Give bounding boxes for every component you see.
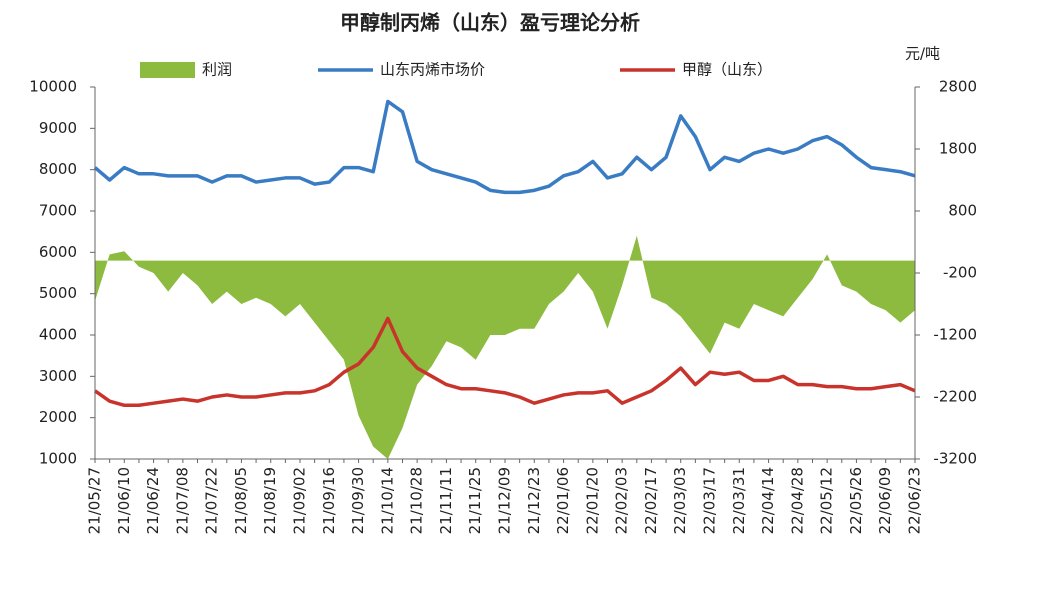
x-tick-label: 22/04/14 (759, 467, 777, 534)
x-tick-label: 21/07/08 (173, 467, 191, 534)
y2-tick-label: -1200 (933, 326, 977, 344)
x-tick-label: 22/05/26 (847, 467, 865, 534)
x-tick-label: 22/03/31 (730, 467, 748, 534)
x-tick-label: 22/01/06 (554, 467, 572, 534)
y-tick-label: 4000 (39, 326, 77, 344)
x-tick-label: 21/10/14 (378, 467, 396, 534)
x-tick-label: 21/11/11 (437, 467, 455, 534)
x-tick-label: 22/03/03 (671, 467, 689, 534)
x-tick-label: 21/06/10 (115, 467, 133, 534)
y-tick-label: 3000 (39, 367, 77, 385)
x-tick-label: 21/09/02 (291, 467, 309, 534)
y-tick-label: 7000 (39, 202, 77, 220)
y2-tick-label: 1800 (939, 140, 977, 158)
x-tick-label: 21/12/09 (496, 467, 514, 534)
y-tick-label: 9000 (39, 119, 77, 137)
x-tick-label: 21/09/30 (349, 467, 367, 534)
x-tick-label: 22/05/12 (818, 467, 836, 534)
legend-label: 利润 (202, 61, 232, 79)
legend-swatch (140, 62, 195, 78)
x-tick-label: 22/04/28 (788, 467, 806, 534)
y2-tick-label: -2200 (933, 388, 977, 406)
chart-title: 甲醇制丙烯（山东）盈亏理论分析 (340, 11, 640, 35)
x-tick-label: 22/03/17 (701, 467, 719, 534)
x-tick-label: 22/01/20 (583, 467, 601, 534)
x-tick-label: 21/05/27 (86, 467, 104, 534)
x-tick-label: 21/09/16 (320, 467, 338, 534)
y-tick-label: 10000 (29, 78, 77, 96)
profit-area (95, 235, 915, 459)
x-tick-label: 21/11/25 (466, 467, 484, 534)
x-tick-label: 22/06/09 (876, 467, 894, 534)
x-tick-label: 21/07/22 (203, 467, 221, 534)
x-tick-label: 21/08/19 (261, 467, 279, 534)
x-tick-label: 21/12/23 (525, 467, 543, 534)
y-tick-label: 2000 (39, 408, 77, 426)
y2-tick-label: -200 (943, 264, 977, 282)
x-tick-label: 22/02/03 (613, 467, 631, 534)
x-tick-label: 22/06/23 (906, 467, 924, 534)
y-tick-label: 5000 (39, 284, 77, 302)
y2-tick-label: 2800 (939, 78, 977, 96)
y2-tick-label: 800 (948, 202, 977, 220)
x-tick-label: 21/06/24 (144, 467, 162, 534)
price-line (93, 316, 916, 408)
y-tick-label: 6000 (39, 243, 77, 261)
y-tick-label: 8000 (39, 160, 77, 178)
y2-tick-label: -3200 (933, 450, 977, 468)
legend-label: 甲醇（山东） (682, 61, 772, 79)
price-line (93, 99, 916, 195)
y2-unit: 元/吨 (905, 45, 940, 63)
y-tick-label: 1000 (39, 450, 77, 468)
x-tick-label: 22/02/17 (642, 467, 660, 534)
legend-label: 山东丙烯市场价 (380, 61, 485, 79)
x-tick-label: 21/08/05 (232, 467, 250, 534)
x-tick-label: 21/10/28 (408, 467, 426, 534)
